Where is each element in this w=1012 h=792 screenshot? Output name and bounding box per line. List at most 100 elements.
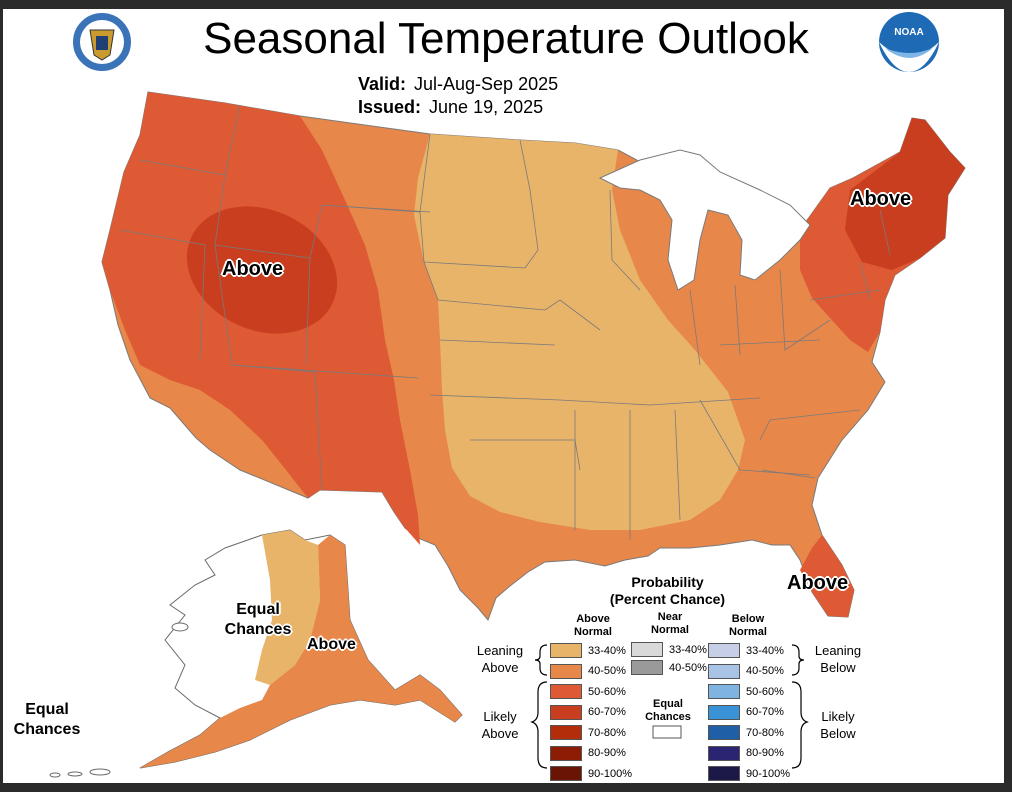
legend-likely-below-line2: Below xyxy=(820,726,856,741)
region-above-60-70-great-basin xyxy=(186,206,338,334)
legend-above-item-row: 60-70% xyxy=(550,704,626,720)
legend-leaning-below-line1: Leaning xyxy=(814,643,862,658)
map-label-alaska-south: Above xyxy=(307,636,356,653)
legend-above-item-label: 80-90% xyxy=(588,747,626,759)
legend-near-head-line1: Near xyxy=(657,611,683,623)
state-boundaries xyxy=(119,104,891,540)
noaa-logo-text: NOAA xyxy=(893,27,925,38)
legend-above-item-swatch xyxy=(550,704,582,720)
legend-above-item-row: 80-90% xyxy=(550,745,626,761)
legend-likely-above-line2: Above xyxy=(481,726,519,741)
legend-above-item-swatch xyxy=(550,745,582,761)
map-label-alaska-west-line1: Equal xyxy=(25,701,69,718)
legend-above-item-row: 40-50% xyxy=(550,663,626,679)
legend-near-item-label: 33-40% xyxy=(669,643,707,656)
map-label-alaska-central-line2: Chances xyxy=(224,621,292,638)
legend-above-item-row: 50-60% xyxy=(550,684,626,699)
legend-above-head-line1: Above xyxy=(576,613,610,625)
map-label-alaska-west-line2: Chances xyxy=(13,721,81,738)
legend-braces xyxy=(530,644,809,769)
map-label-florida: Above xyxy=(787,572,849,594)
legend-below-item-swatch xyxy=(708,643,740,658)
legend-above-item-label: 90-100% xyxy=(588,767,633,780)
legend-leaning-above-line2: Above xyxy=(481,660,519,675)
legend-leaning-below-line2: Below xyxy=(820,660,856,675)
legend-above-item-swatch xyxy=(550,663,582,679)
legend-below-item-row: 40-50% xyxy=(708,663,784,679)
legend-above-item-swatch xyxy=(550,725,582,740)
legend-below-item-label: 50-60% xyxy=(746,685,784,698)
legend-below-item-label: 33-40% xyxy=(746,644,784,657)
legend-below-item-label: 90-100% xyxy=(746,767,791,780)
legend-above-head: Above Normal xyxy=(558,613,628,639)
legend-heading-line1: Probability xyxy=(631,574,704,590)
legend-below-item-row: 60-70% xyxy=(708,704,784,720)
legend-below-head-line1: Below xyxy=(731,613,765,625)
legend-above-item-row: 70-80% xyxy=(550,725,626,740)
legend-equal-line1: Equal xyxy=(653,698,683,710)
aleutian-islands xyxy=(49,622,189,778)
legend-near-item-swatch xyxy=(631,660,663,675)
legend-near-item-label: 40-50% xyxy=(669,661,707,674)
legend-above-item-label: 70-80% xyxy=(588,726,626,739)
legend-below-head-line2: Normal xyxy=(729,626,767,638)
legend-near-head-line2: Normal xyxy=(651,624,689,636)
legend-below-item-swatch xyxy=(708,684,740,699)
legend-equal-chances-label: Equal Chances xyxy=(633,698,703,724)
legend-below-item-row: 90-100% xyxy=(708,766,790,781)
legend-equal-line2: Chances xyxy=(645,711,691,723)
legend-below-item-swatch xyxy=(708,725,740,740)
valid-value: Jul-Aug-Sep 2025 xyxy=(414,74,559,94)
legend-near-item-swatch xyxy=(631,642,663,657)
region-alaska-above-33-40 xyxy=(255,530,320,685)
legend-above-item-row: 90-100% xyxy=(550,766,632,781)
legend-below-item-swatch xyxy=(708,663,740,679)
noaa-logo-icon xyxy=(879,12,939,72)
page-title: Seasonal Temperature Outlook xyxy=(203,14,809,63)
legend-below-item-swatch xyxy=(708,745,740,761)
legend-below-item-label: 40-50% xyxy=(746,665,784,677)
legend-below-item-row: 80-90% xyxy=(708,745,784,761)
noaa-logo-label: NOAA xyxy=(894,27,924,38)
legend-leaning-below: Leaning Below xyxy=(806,642,870,676)
legend-leaning-above-line1: Leaning xyxy=(476,643,524,658)
legend-below-head: Below Normal xyxy=(713,613,783,639)
legend-likely-above: Likely Above xyxy=(468,708,532,742)
legend-heading: Probability (Percent Chance) xyxy=(580,574,755,608)
legend-above-item-swatch xyxy=(550,766,582,781)
legend-near-item-row: 33-40% xyxy=(631,642,707,657)
legend-near-item-row: 40-50% xyxy=(631,660,707,675)
issued-label: Issued: xyxy=(358,97,422,117)
region-above-50-60-florida xyxy=(800,535,854,617)
legend-above-head-line2: Normal xyxy=(574,626,612,638)
legend-above-item-label: 60-70% xyxy=(588,706,626,718)
valid-line: Valid: Jul-Aug-Sep 2025 xyxy=(358,74,558,95)
region-above-60-70-new-england xyxy=(845,118,965,270)
legend-leaning-above: Leaning Above xyxy=(468,642,532,676)
legend-heading-line2: (Percent Chance) xyxy=(609,591,726,607)
commerce-seal-icon xyxy=(71,11,133,73)
equal-chances-swatch xyxy=(652,725,682,739)
legend-above-item-label: 33-40% xyxy=(588,644,626,657)
issued-value: June 19, 2025 xyxy=(429,97,544,117)
legend-below-item-row: 33-40% xyxy=(708,643,784,658)
legend-above-item-label: 50-60% xyxy=(588,685,626,698)
region-above-33-40-central xyxy=(414,134,745,530)
legend-near-head: Near Normal xyxy=(635,611,705,637)
legend-above-item-row: 33-40% xyxy=(550,643,626,658)
legend-likely-below-line1: Likely xyxy=(821,709,855,724)
legend-above-item-swatch xyxy=(550,643,582,658)
map-label-alaska-west: Equal Chances xyxy=(10,700,84,740)
legend-below-item-swatch xyxy=(708,766,740,781)
map-label-west: Above xyxy=(222,258,284,280)
legend-likely-below: Likely Below xyxy=(806,708,870,742)
legend-below-item-label: 60-70% xyxy=(746,706,784,718)
map-label-alaska-central: Equal Chances xyxy=(222,600,294,640)
great-lakes xyxy=(598,149,811,291)
legend-below-item-row: 50-60% xyxy=(708,684,784,699)
legend-likely-above-line1: Likely xyxy=(483,709,517,724)
legend-above-item-label: 40-50% xyxy=(588,665,626,677)
legend-below-item-label: 80-90% xyxy=(746,747,784,759)
map-label-alaska-central-line1: Equal xyxy=(236,601,280,618)
